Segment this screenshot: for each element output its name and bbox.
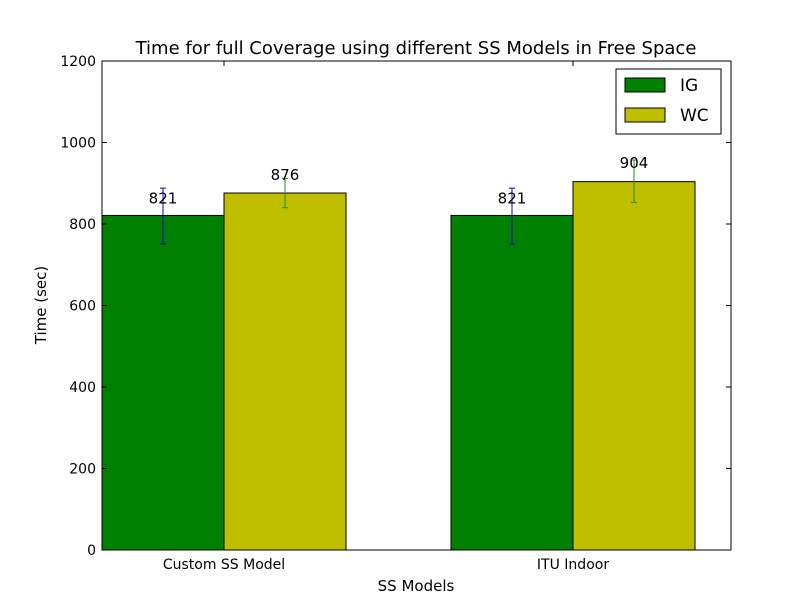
- y-tick-label: 1200: [60, 54, 96, 70]
- bar-ig-0: [101, 214, 225, 551]
- legend-swatch-ig: [624, 77, 666, 93]
- legend: IG WC: [615, 68, 722, 135]
- chart-title: Time for full Coverage using different S…: [135, 38, 697, 59]
- legend-swatch-wc: [624, 107, 666, 123]
- bars-layer: 821 876 821 904: [101, 154, 696, 551]
- bar-wc-0: [223, 192, 347, 551]
- x-axis-label: SS Models: [378, 577, 455, 595]
- axis-ticks: Custom SS Model ITU Indoor 0 200 400 600 800 10…: [60, 54, 731, 573]
- x-tick-label: Custom SS Model: [163, 557, 285, 573]
- data-label-ig-1: 821: [498, 190, 527, 208]
- bar-wc-1: [572, 181, 696, 551]
- y-tick-label: 600: [69, 299, 96, 315]
- legend-label-wc: WC: [680, 106, 709, 126]
- legend-label-ig: IG: [680, 76, 698, 96]
- y-tick-label: 200: [69, 462, 96, 478]
- y-tick-label: 1000: [60, 136, 96, 152]
- data-label-ig-0: 821: [149, 190, 178, 208]
- y-tick-label: 0: [87, 543, 96, 559]
- y-tick-label: 800: [69, 217, 96, 233]
- data-label-wc-1: 904: [620, 154, 649, 172]
- y-tick-label: 400: [69, 380, 96, 396]
- x-tick-label: ITU Indoor: [537, 557, 609, 573]
- y-axis-label: Time (sec): [32, 266, 50, 345]
- bar-ig-1: [450, 214, 574, 551]
- data-label-wc-0: 876: [271, 166, 300, 184]
